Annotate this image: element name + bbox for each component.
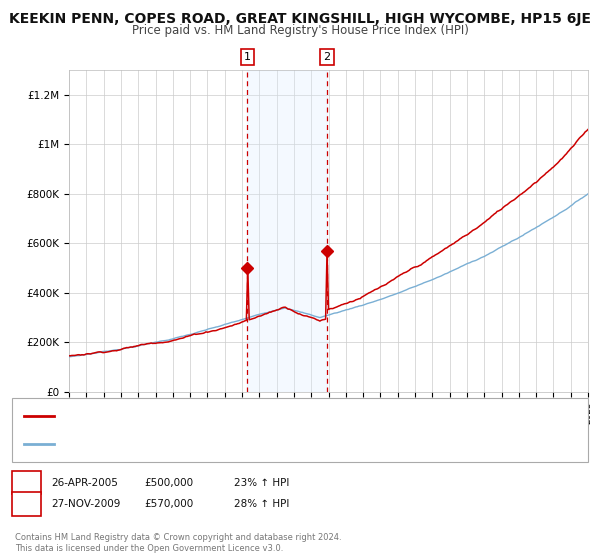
Bar [247,70,327,392]
Text: £570,000: £570,000 [144,499,193,509]
Text: 2: 2 [23,499,30,509]
Text: This data is licensed under the Open Government Licence v3.0.: This data is licensed under the Open Gov… [15,544,283,553]
Text: £500,000: £500,000 [144,478,193,488]
Text: 1: 1 [244,52,251,62]
Text: HPI: Average price, detached house, Buckinghamshire: HPI: Average price, detached house, Buck… [57,440,315,449]
Text: 27-NOV-2009: 27-NOV-2009 [51,499,121,509]
Text: 2: 2 [323,52,331,62]
Text: Price paid vs. HM Land Registry's House Price Index (HPI): Price paid vs. HM Land Registry's House … [131,24,469,36]
Text: KEEKIN PENN, COPES ROAD, GREAT KINGSHILL, HIGH WYCOMBE, HP15 6JE: KEEKIN PENN, COPES ROAD, GREAT KINGSHILL… [9,12,591,26]
Text: 28% ↑ HPI: 28% ↑ HPI [234,499,289,509]
Text: 1: 1 [23,478,30,488]
Text: 26-APR-2005: 26-APR-2005 [51,478,118,488]
Text: 23% ↑ HPI: 23% ↑ HPI [234,478,289,488]
Text: Contains HM Land Registry data © Crown copyright and database right 2024.: Contains HM Land Registry data © Crown c… [15,533,341,542]
Text: KEEKIN PENN, COPES ROAD, GREAT KINGSHILL, HIGH WYCOMBE, HP15 6JE (detached ho: KEEKIN PENN, COPES ROAD, GREAT KINGSHILL… [57,411,474,420]
